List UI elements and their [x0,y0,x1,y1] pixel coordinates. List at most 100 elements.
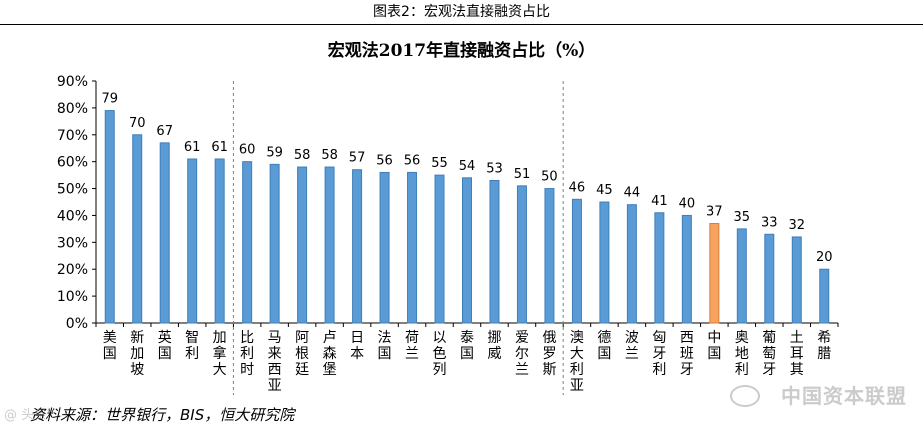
bar-荷兰 [407,171,418,324]
category-label-char: 利 [735,362,749,378]
category-label-char: 兰 [625,346,639,362]
data-label: 40 [679,196,696,211]
category-label-char: 坡 [130,362,144,378]
category-label-char: 利 [185,346,199,362]
category-label-char: 利 [240,346,254,362]
caption-top-rule [0,24,923,25]
bar-比利时 [242,161,253,324]
data-label: 61 [184,140,201,155]
category-label-char: 廷 [295,362,309,378]
category-label-char: 堡 [323,362,337,378]
data-label: 70 [129,116,146,131]
bar-土耳其 [791,236,802,324]
category-label-char: 萄 [762,346,776,362]
data-label: 61 [211,140,228,155]
category-label-char: 国 [707,346,721,362]
category-label-char: 挪 [487,330,501,346]
y-tick-label: 0% [66,316,88,332]
category-label-char: 大 [213,362,227,378]
category-label-char: 腊 [817,346,831,362]
bar-日本 [352,169,363,324]
bar-爱尔兰 [516,185,527,324]
data-label: 58 [321,148,338,163]
data-label: 53 [486,161,503,176]
data-label: 50 [541,170,558,185]
category-label-char: 根 [295,346,309,362]
category-label-char: 利 [570,362,584,378]
data-label: 44 [624,186,641,201]
category-label-char: 来 [268,346,282,362]
category-label-char: 阿 [295,330,309,346]
category-label-char: 葡 [762,330,776,346]
bar-加拿大 [214,158,225,324]
category-label-char: 色 [433,345,447,362]
bar-匈牙利 [654,212,665,324]
data-label: 56 [376,153,393,168]
category-label-char: 英 [158,329,172,346]
y-tick-label: 80% [57,101,88,117]
category-label-char: 森 [323,346,337,362]
data-label: 55 [431,156,448,171]
bar-葡萄牙 [764,233,775,324]
bar-马来西亚 [269,163,280,324]
category-label-char: 波 [625,330,639,346]
category-label-char: 罗 [542,346,556,362]
category-label-char: 耳 [790,346,804,362]
watermark: 中国资本联盟 [781,384,907,408]
data-label: 35 [734,210,751,225]
category-label-char: 俄 [542,330,556,346]
category-label-char: 拿 [213,345,227,362]
data-label: 57 [349,151,366,166]
y-tick-label: 50% [57,182,88,198]
category-label-char: 法 [378,330,392,346]
category-label-char: 西 [680,330,694,346]
bar-新加坡 [132,134,143,324]
category-label-char: 国 [597,346,611,362]
bar-德国 [599,201,610,324]
category-label-char: 威 [487,346,501,362]
category-label-char: 新 [130,330,144,346]
category-label-char: 尔 [515,346,529,362]
category-label-char: 马 [268,330,282,346]
category-label-char: 时 [240,362,254,378]
category-label-char: 列 [433,362,447,378]
wechat-logo-icon [730,385,760,407]
category-label-char: 牙 [680,362,694,378]
category-label-char: 国 [103,346,117,362]
category-label-char: 土 [790,330,804,346]
bar-法国 [379,171,390,324]
category-label-char: 班 [680,346,694,362]
category-label-char: 地 [735,346,749,362]
category-label-char: 牙 [762,362,776,378]
bar-卢森堡 [324,166,335,324]
y-tick-label: 90% [57,74,88,90]
bar-奥地利 [736,228,747,324]
bar-智利 [187,158,198,324]
category-label-char: 利 [652,362,666,378]
data-label: 45 [596,183,613,198]
data-label: 33 [761,215,778,230]
category-label-char: 荷 [405,330,419,346]
bar-英国 [159,142,170,324]
bar-波兰 [626,204,637,324]
category-label-char: 匈 [652,330,666,346]
data-label: 59 [266,145,283,160]
data-label: 54 [459,159,476,174]
y-tick-label: 20% [57,262,88,278]
bar-挪威 [489,179,500,324]
category-label-char: 其 [790,362,804,378]
category-label-char: 兰 [405,346,419,362]
data-label: 41 [651,194,668,209]
data-label: 67 [156,124,173,139]
data-label: 46 [569,180,586,195]
y-tick-label: 40% [57,208,88,224]
bar-中国 [709,223,720,324]
category-label-char: 澳 [570,330,584,346]
category-label-char: 智 [185,330,199,346]
bar-西班牙 [681,214,692,324]
category-label-char: 比 [240,330,254,346]
data-label: 60 [239,143,256,158]
category-label-char: 美 [103,330,117,346]
bar-泰国 [462,177,472,324]
